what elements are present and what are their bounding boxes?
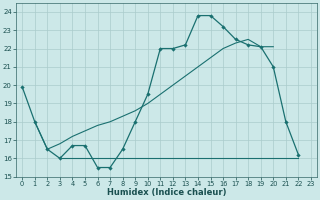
X-axis label: Humidex (Indice chaleur): Humidex (Indice chaleur) (107, 188, 226, 197)
